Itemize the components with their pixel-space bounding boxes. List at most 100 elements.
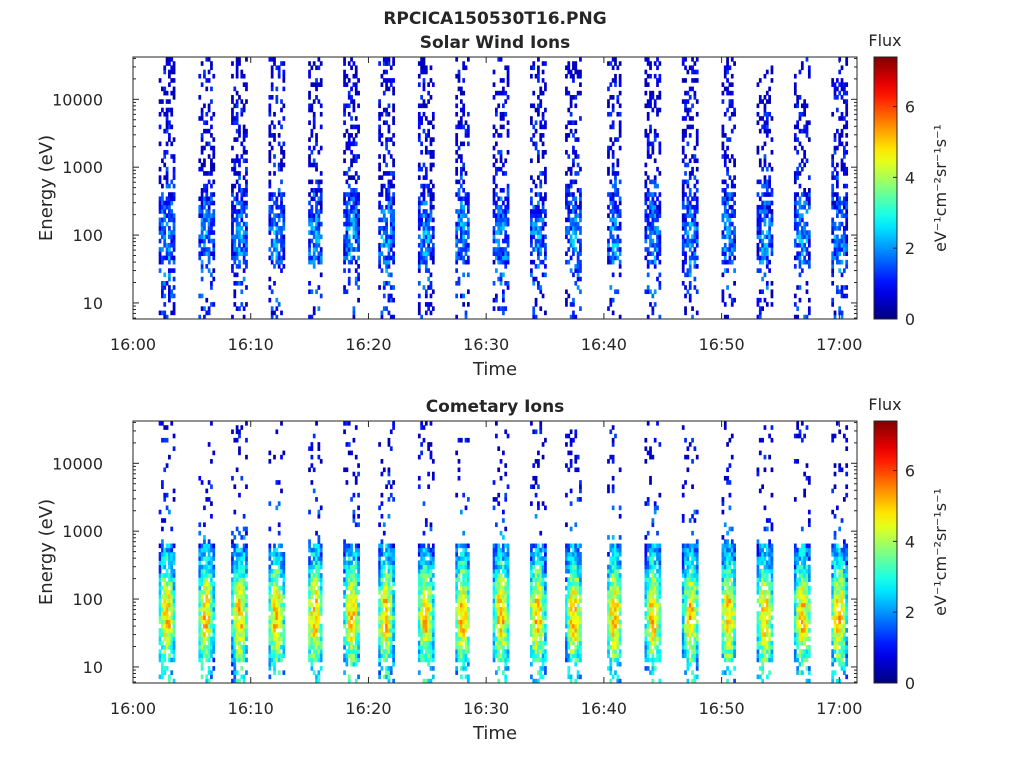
flux-cell: [497, 213, 501, 218]
flux-cell: [350, 636, 353, 642]
flux-cell: [534, 209, 538, 214]
flux-cell: [231, 61, 234, 66]
flux-cell: [464, 310, 468, 316]
flux-cell: [242, 640, 246, 646]
flux-cell: [345, 543, 349, 549]
flux-cell: [172, 636, 176, 642]
flux-cell: [165, 171, 169, 176]
flux-cell: [317, 670, 321, 675]
flux-cell: [238, 547, 241, 553]
flux-cell: [163, 314, 167, 320]
flux-cell: [233, 568, 237, 574]
flux-cell: [212, 154, 216, 159]
flux-cell: [728, 230, 732, 235]
flux-cell: [417, 204, 421, 210]
flux-cell: [210, 590, 213, 595]
flux-cell: [158, 636, 162, 642]
flux-cell: [198, 116, 202, 121]
flux-cell: [158, 674, 162, 680]
flux-cell: [756, 209, 760, 214]
flux-cell: [235, 437, 239, 443]
flux-cell: [245, 568, 248, 574]
flux-cell: [210, 615, 213, 621]
flux-cell: [684, 221, 687, 227]
flux-cell: [172, 623, 176, 629]
flux-cell: [273, 606, 276, 612]
flux-cell: [343, 636, 346, 642]
flux-cell: [240, 556, 244, 561]
flux-cell: [763, 120, 767, 126]
flux-cell: [681, 259, 685, 265]
flux-cell: [280, 568, 283, 574]
flux-cell: [614, 175, 617, 180]
flux-cell: [270, 640, 274, 646]
flux-cell: [541, 171, 545, 176]
flux-cell: [277, 530, 281, 536]
flux-cell: [240, 619, 244, 625]
flux-cell: [158, 552, 162, 557]
flux-cell: [506, 217, 510, 223]
flux-cell: [429, 234, 433, 240]
flux-cell: [420, 602, 423, 608]
flux-cell: [352, 581, 356, 587]
flux-cell: [308, 251, 311, 257]
flux-cell: [688, 65, 692, 71]
flux-cell: [231, 552, 234, 557]
flux-cell: [539, 137, 543, 142]
flux-cell: [499, 116, 503, 121]
flux-cell: [270, 657, 274, 663]
flux-cell: [838, 306, 842, 311]
flux-cell: [537, 192, 540, 197]
flux-cell: [231, 145, 234, 151]
flux-cell: [422, 86, 426, 92]
flux-cell: [168, 226, 171, 231]
flux-cell: [646, 314, 650, 320]
flux-cell: [695, 242, 699, 248]
flux-cell: [431, 196, 435, 202]
flux-cell: [385, 204, 388, 210]
flux-cell: [235, 425, 239, 430]
flux-cell: [352, 585, 356, 591]
flux-cell: [347, 166, 351, 172]
flux-cell: [282, 86, 286, 92]
flux-cell: [207, 581, 211, 587]
flux-cell: [495, 255, 498, 261]
flux-cell: [347, 450, 351, 456]
flux-cell: [800, 192, 804, 197]
flux-cell: [165, 314, 169, 320]
flux-cell: [233, 543, 237, 549]
flux-cell: [380, 628, 384, 633]
flux-cell: [653, 264, 657, 269]
flux-cell: [354, 678, 358, 684]
flux-cell: [357, 242, 360, 248]
flux-cell: [378, 285, 381, 290]
flux-cell: [417, 124, 421, 130]
flux-cell: [275, 196, 279, 202]
flux-cell: [200, 251, 204, 257]
flux-cell: [268, 133, 272, 138]
flux-cell: [574, 65, 578, 71]
flux-cell: [317, 442, 321, 447]
flux-cell: [618, 221, 622, 227]
flux-cell: [345, 547, 349, 553]
flux-cell: [168, 297, 171, 303]
flux-cell: [205, 573, 209, 578]
flux-cell: [763, 179, 767, 185]
flux-cell: [565, 289, 568, 295]
flux-cell: [758, 196, 762, 202]
flux-cell: [165, 463, 169, 468]
flux-cell: [688, 213, 692, 218]
flux-cell: [763, 209, 767, 214]
flux-cell: [242, 314, 246, 320]
flux-cell: [611, 234, 615, 240]
flux-cell: [502, 310, 505, 316]
flux-cell: [805, 247, 809, 252]
flux-cell: [273, 615, 276, 621]
flux-cell: [420, 192, 423, 197]
flux-cell: [695, 221, 699, 227]
flux-cell: [207, 57, 211, 62]
flux-cell: [200, 573, 204, 578]
flux-cell: [417, 573, 421, 578]
flux-cell: [198, 615, 202, 621]
flux-cell: [763, 200, 767, 206]
